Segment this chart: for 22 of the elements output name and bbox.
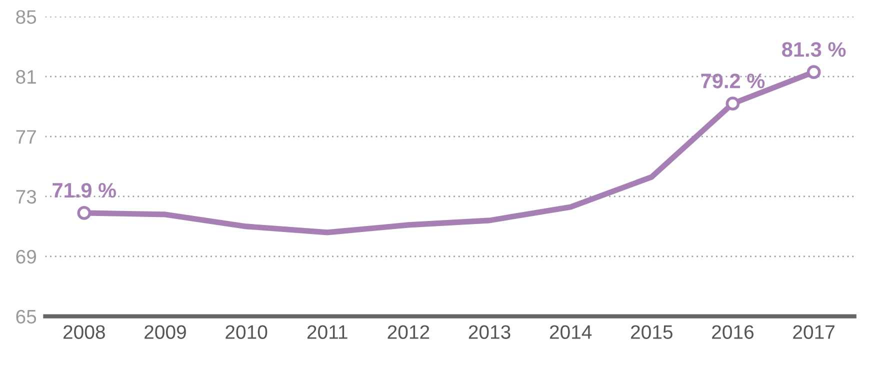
x-tick-label: 2016 [712, 325, 754, 339]
y-tick-label: 81 [16, 70, 36, 84]
point [726, 96, 740, 111]
y-tick-label: 85 [16, 10, 36, 24]
x-tick-label: 2008 [64, 325, 105, 339]
y-tick-label: 73 [16, 190, 36, 204]
y-tick-label: 77 [16, 130, 36, 144]
x-tick-label: 2009 [144, 325, 186, 339]
data-label: 71.9 % [52, 182, 116, 198]
x-tick-label: 2013 [468, 325, 510, 339]
x-tick-label: 2017 [793, 325, 834, 339]
x-tick-label: 2012 [388, 325, 430, 339]
data-label: 79.2 % [701, 74, 765, 88]
x-tick-label: 2014 [550, 325, 592, 339]
x-tick-label: 2010 [226, 325, 268, 339]
y-tick-label: 69 [16, 250, 36, 264]
point [77, 206, 92, 220]
data-label: 81.3 % [782, 42, 846, 57]
x-tick-label: 2011 [307, 325, 348, 339]
point [806, 65, 821, 80]
y-tick-label: 65 [16, 310, 36, 324]
x-tick-label: 2015 [631, 325, 672, 339]
